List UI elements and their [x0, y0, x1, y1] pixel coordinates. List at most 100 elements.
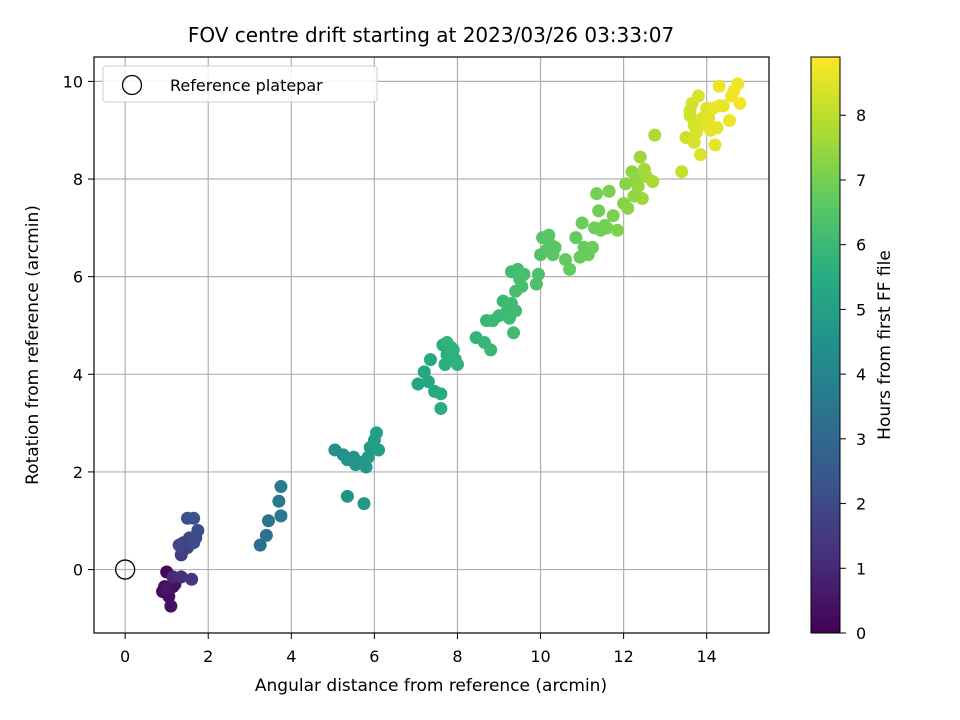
data-point [434, 401, 448, 415]
data-point [731, 77, 745, 91]
data-point [174, 570, 188, 584]
data-point [509, 304, 523, 318]
colorbar-tick-label: 8 [856, 106, 866, 125]
data-point [621, 201, 635, 215]
data-point [575, 216, 589, 230]
reference-point [115, 559, 136, 580]
data-point [633, 150, 647, 164]
data-point [191, 523, 205, 537]
data-point [411, 377, 425, 391]
data-point [592, 204, 606, 218]
data-point [340, 489, 354, 503]
data-point [563, 262, 577, 276]
data-point [733, 96, 747, 110]
data-point [187, 511, 201, 525]
data-point [558, 253, 572, 267]
data-point [619, 177, 633, 191]
colorbar-tick-label: 6 [856, 236, 866, 255]
data-point [602, 184, 616, 198]
y-tick-label: 8 [73, 170, 83, 189]
x-tick-label: 4 [286, 647, 296, 666]
data-point [357, 497, 371, 511]
data-point [590, 187, 604, 201]
data-point [648, 128, 662, 142]
data-point [359, 460, 373, 474]
data-point [723, 113, 737, 127]
data-point [272, 494, 286, 508]
data-point [274, 480, 288, 494]
x-axis-label: Angular distance from reference (arcmin) [255, 676, 607, 696]
data-point [712, 79, 726, 93]
data-point [372, 443, 386, 457]
data-point [259, 528, 273, 542]
x-tick-label: 0 [120, 647, 130, 666]
colorbar: 0 1 2 3 4 5 6 7 8 Hours from first FF file [810, 56, 895, 643]
data-point [369, 426, 383, 440]
data-point [484, 343, 498, 357]
data-point [606, 209, 620, 223]
colorbar-tick-label: 7 [856, 171, 866, 190]
y-tick-label: 6 [73, 268, 83, 287]
data-point [438, 358, 452, 372]
colorbar-ticks: 0 1 2 3 4 5 6 7 8 [840, 106, 866, 643]
y-axis-ticks: 0 2 4 6 8 10 [63, 72, 94, 580]
data-point [600, 221, 614, 235]
plot-frame [93, 56, 770, 634]
data-point [710, 121, 724, 135]
colorbar-tick-label: 1 [856, 559, 866, 578]
colorbar-tick-label: 0 [856, 624, 866, 643]
legend: Reference platepar [102, 65, 378, 103]
data-point [627, 189, 641, 203]
data-point [708, 138, 722, 152]
data-point [531, 267, 545, 281]
data-point [160, 582, 174, 596]
data-point [569, 231, 583, 245]
data-point [253, 538, 267, 552]
data-point [683, 104, 697, 118]
reference-marker [115, 559, 136, 580]
data-point [507, 326, 521, 340]
data-point [687, 118, 701, 132]
y-axis-label: Rotation from reference (arcmin) [23, 205, 43, 485]
data-point [585, 240, 599, 254]
y-tick-label: 2 [73, 463, 83, 482]
data-point [716, 99, 730, 113]
x-tick-label: 10 [530, 647, 550, 666]
x-tick-label: 14 [697, 647, 717, 666]
colorbar-tick-label: 5 [856, 300, 866, 319]
data-point [517, 267, 531, 281]
y-tick-label: 0 [73, 561, 83, 580]
data-point [691, 89, 705, 103]
data-point [423, 353, 437, 367]
x-tick-label: 6 [369, 647, 379, 666]
data-point [646, 174, 660, 188]
data-point [675, 165, 689, 179]
colorbar-tick-label: 3 [856, 430, 866, 449]
data-point [702, 111, 716, 125]
legend-box [102, 65, 378, 103]
data-point [693, 148, 707, 162]
legend-entry-reference: Reference platepar [170, 76, 323, 95]
x-tick-label: 2 [203, 647, 213, 666]
x-tick-label: 12 [613, 647, 633, 666]
data-point [450, 358, 464, 372]
data-point [434, 387, 448, 401]
data-point [274, 509, 288, 523]
data-point [631, 179, 645, 193]
data-point [421, 375, 435, 389]
x-tick-label: 8 [452, 647, 462, 666]
data-point [529, 277, 543, 291]
data-point [185, 572, 199, 586]
data-point [542, 228, 556, 242]
colorbar-gradient [810, 56, 841, 634]
colorbar-tick-label: 4 [856, 365, 866, 384]
data-point [440, 336, 454, 350]
data-point [687, 135, 701, 149]
colorbar-tick-label: 2 [856, 495, 866, 514]
data-point [261, 514, 275, 528]
y-tick-label: 4 [73, 365, 83, 384]
y-tick-label: 10 [63, 72, 83, 91]
data-point [548, 240, 562, 254]
chart-title: FOV centre drift starting at 2023/03/26 … [188, 23, 674, 47]
